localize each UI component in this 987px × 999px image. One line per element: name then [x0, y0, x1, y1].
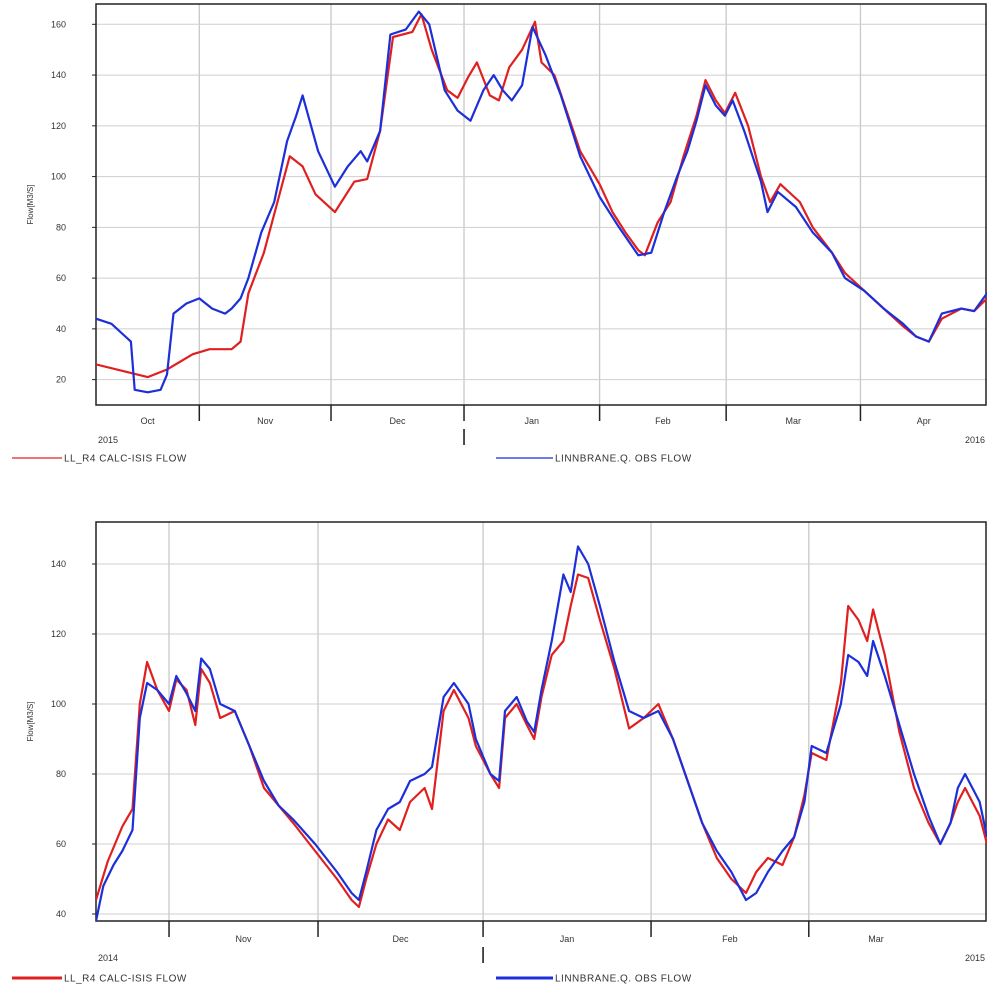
year-label: 2014 [98, 953, 118, 963]
legend-label: LL_R4 CALC-ISIS FLOW [64, 454, 187, 465]
y-tick-label: 60 [56, 839, 66, 849]
y-tick-label: 140 [51, 70, 66, 80]
x-tick-label: Jan [525, 416, 540, 426]
y-axis-label: Flow[M3/S] [26, 701, 35, 741]
x-tick-label: Oct [141, 416, 156, 426]
year-label: 2015 [98, 435, 118, 445]
series-line-calc-flow [96, 13, 987, 379]
year-label: 2016 [965, 435, 985, 445]
series-line-calc-flow [96, 573, 987, 909]
x-tick-label: Apr [917, 416, 931, 426]
chart-1: 20 40 60 80 100 120 140 160 Flow[M3/S] Oct Nov Dec J… [12, 3, 987, 465]
chart-2: 40 60 80 100 120 140 Flow[M3/S] Nov Dec Jan Feb Mar… [12, 521, 987, 985]
y-tick-label: 100 [51, 699, 66, 709]
year-label: 2015 [965, 953, 985, 963]
y-tick-label: 40 [56, 909, 66, 919]
legend-label: LINNBRANE.Q. OBS FLOW [555, 454, 692, 465]
y-tick-label: 160 [51, 19, 66, 29]
x-tick-label: Dec [390, 416, 407, 426]
series-line-obs-flow [96, 545, 987, 921]
y-tick-label: 120 [51, 629, 66, 639]
x-tick-label: Nov [257, 416, 274, 426]
x-tick-label: Feb [722, 934, 738, 944]
x-tick-label: Nov [236, 934, 253, 944]
x-tick-label: Dec [393, 934, 410, 944]
y-tick-label: 80 [56, 222, 66, 232]
plot-frame [95, 3, 987, 406]
y-tick-label: 60 [56, 273, 66, 283]
series-line-obs-flow [96, 10, 987, 394]
legend-label: LL_R4 CALC-ISIS FLOW [64, 974, 187, 985]
plot-frame [95, 521, 987, 922]
y-tick-label: 20 [56, 375, 66, 385]
y-tick-label: 140 [51, 559, 66, 569]
x-tick-label: Mar [786, 416, 802, 426]
x-tick-label: Jan [560, 934, 575, 944]
y-tick-label: 120 [51, 121, 66, 131]
y-tick-label: 100 [51, 172, 66, 182]
x-tick-label: Feb [655, 416, 671, 426]
legend-label: LINNBRANE.Q. OBS FLOW [555, 974, 692, 985]
y-tick-label: 40 [56, 324, 66, 334]
y-tick-label: 80 [56, 769, 66, 779]
y-axis-label: Flow[M3/S] [26, 184, 35, 224]
x-tick-label: Mar [868, 934, 884, 944]
